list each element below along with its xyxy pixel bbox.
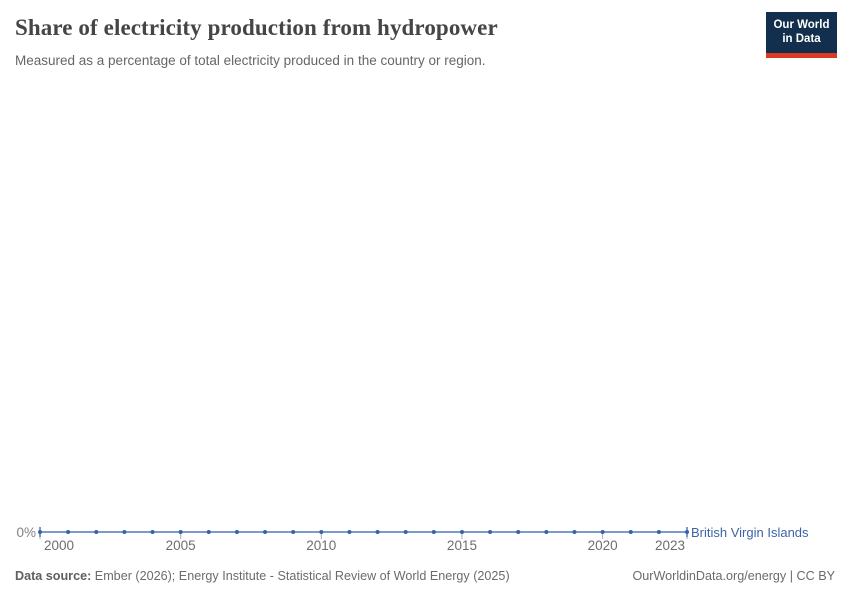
x-tick-label: 2000: [44, 538, 75, 553]
data-source-text: Ember (2026); Energy Institute - Statist…: [91, 569, 510, 583]
data-source-note: Data source: Ember (2026); Energy Instit…: [15, 569, 510, 583]
x-tick-label: 2023: [654, 538, 685, 553]
y-axis-zero-label: 0%: [16, 525, 36, 540]
owid-logo-redbar: [766, 53, 837, 58]
x-tick-label: 2010: [306, 538, 337, 553]
chart-subtitle: Measured as a percentage of total electr…: [15, 53, 486, 68]
x-tick-label: 2005: [165, 538, 196, 553]
owid-logo-line1: Our World: [773, 19, 830, 31]
owid-url-license[interactable]: OurWorldinData.org/energy | CC BY: [632, 569, 835, 583]
chart-title: Share of electricity production from hyd…: [15, 15, 498, 40]
series-entity-label[interactable]: British Virgin Islands: [691, 525, 809, 540]
data-source-label: Data source:: [15, 569, 92, 583]
owid-logo-text: Our World in Data: [766, 12, 837, 53]
owid-logo-line2: in Data: [782, 32, 821, 45]
x-tick-label: 2015: [446, 538, 477, 553]
x-tick-label: 2020: [587, 538, 618, 553]
chart-footer: Data source: Ember (2026); Energy Instit…: [15, 569, 835, 583]
owid-logo[interactable]: Our World in Data: [766, 12, 837, 58]
